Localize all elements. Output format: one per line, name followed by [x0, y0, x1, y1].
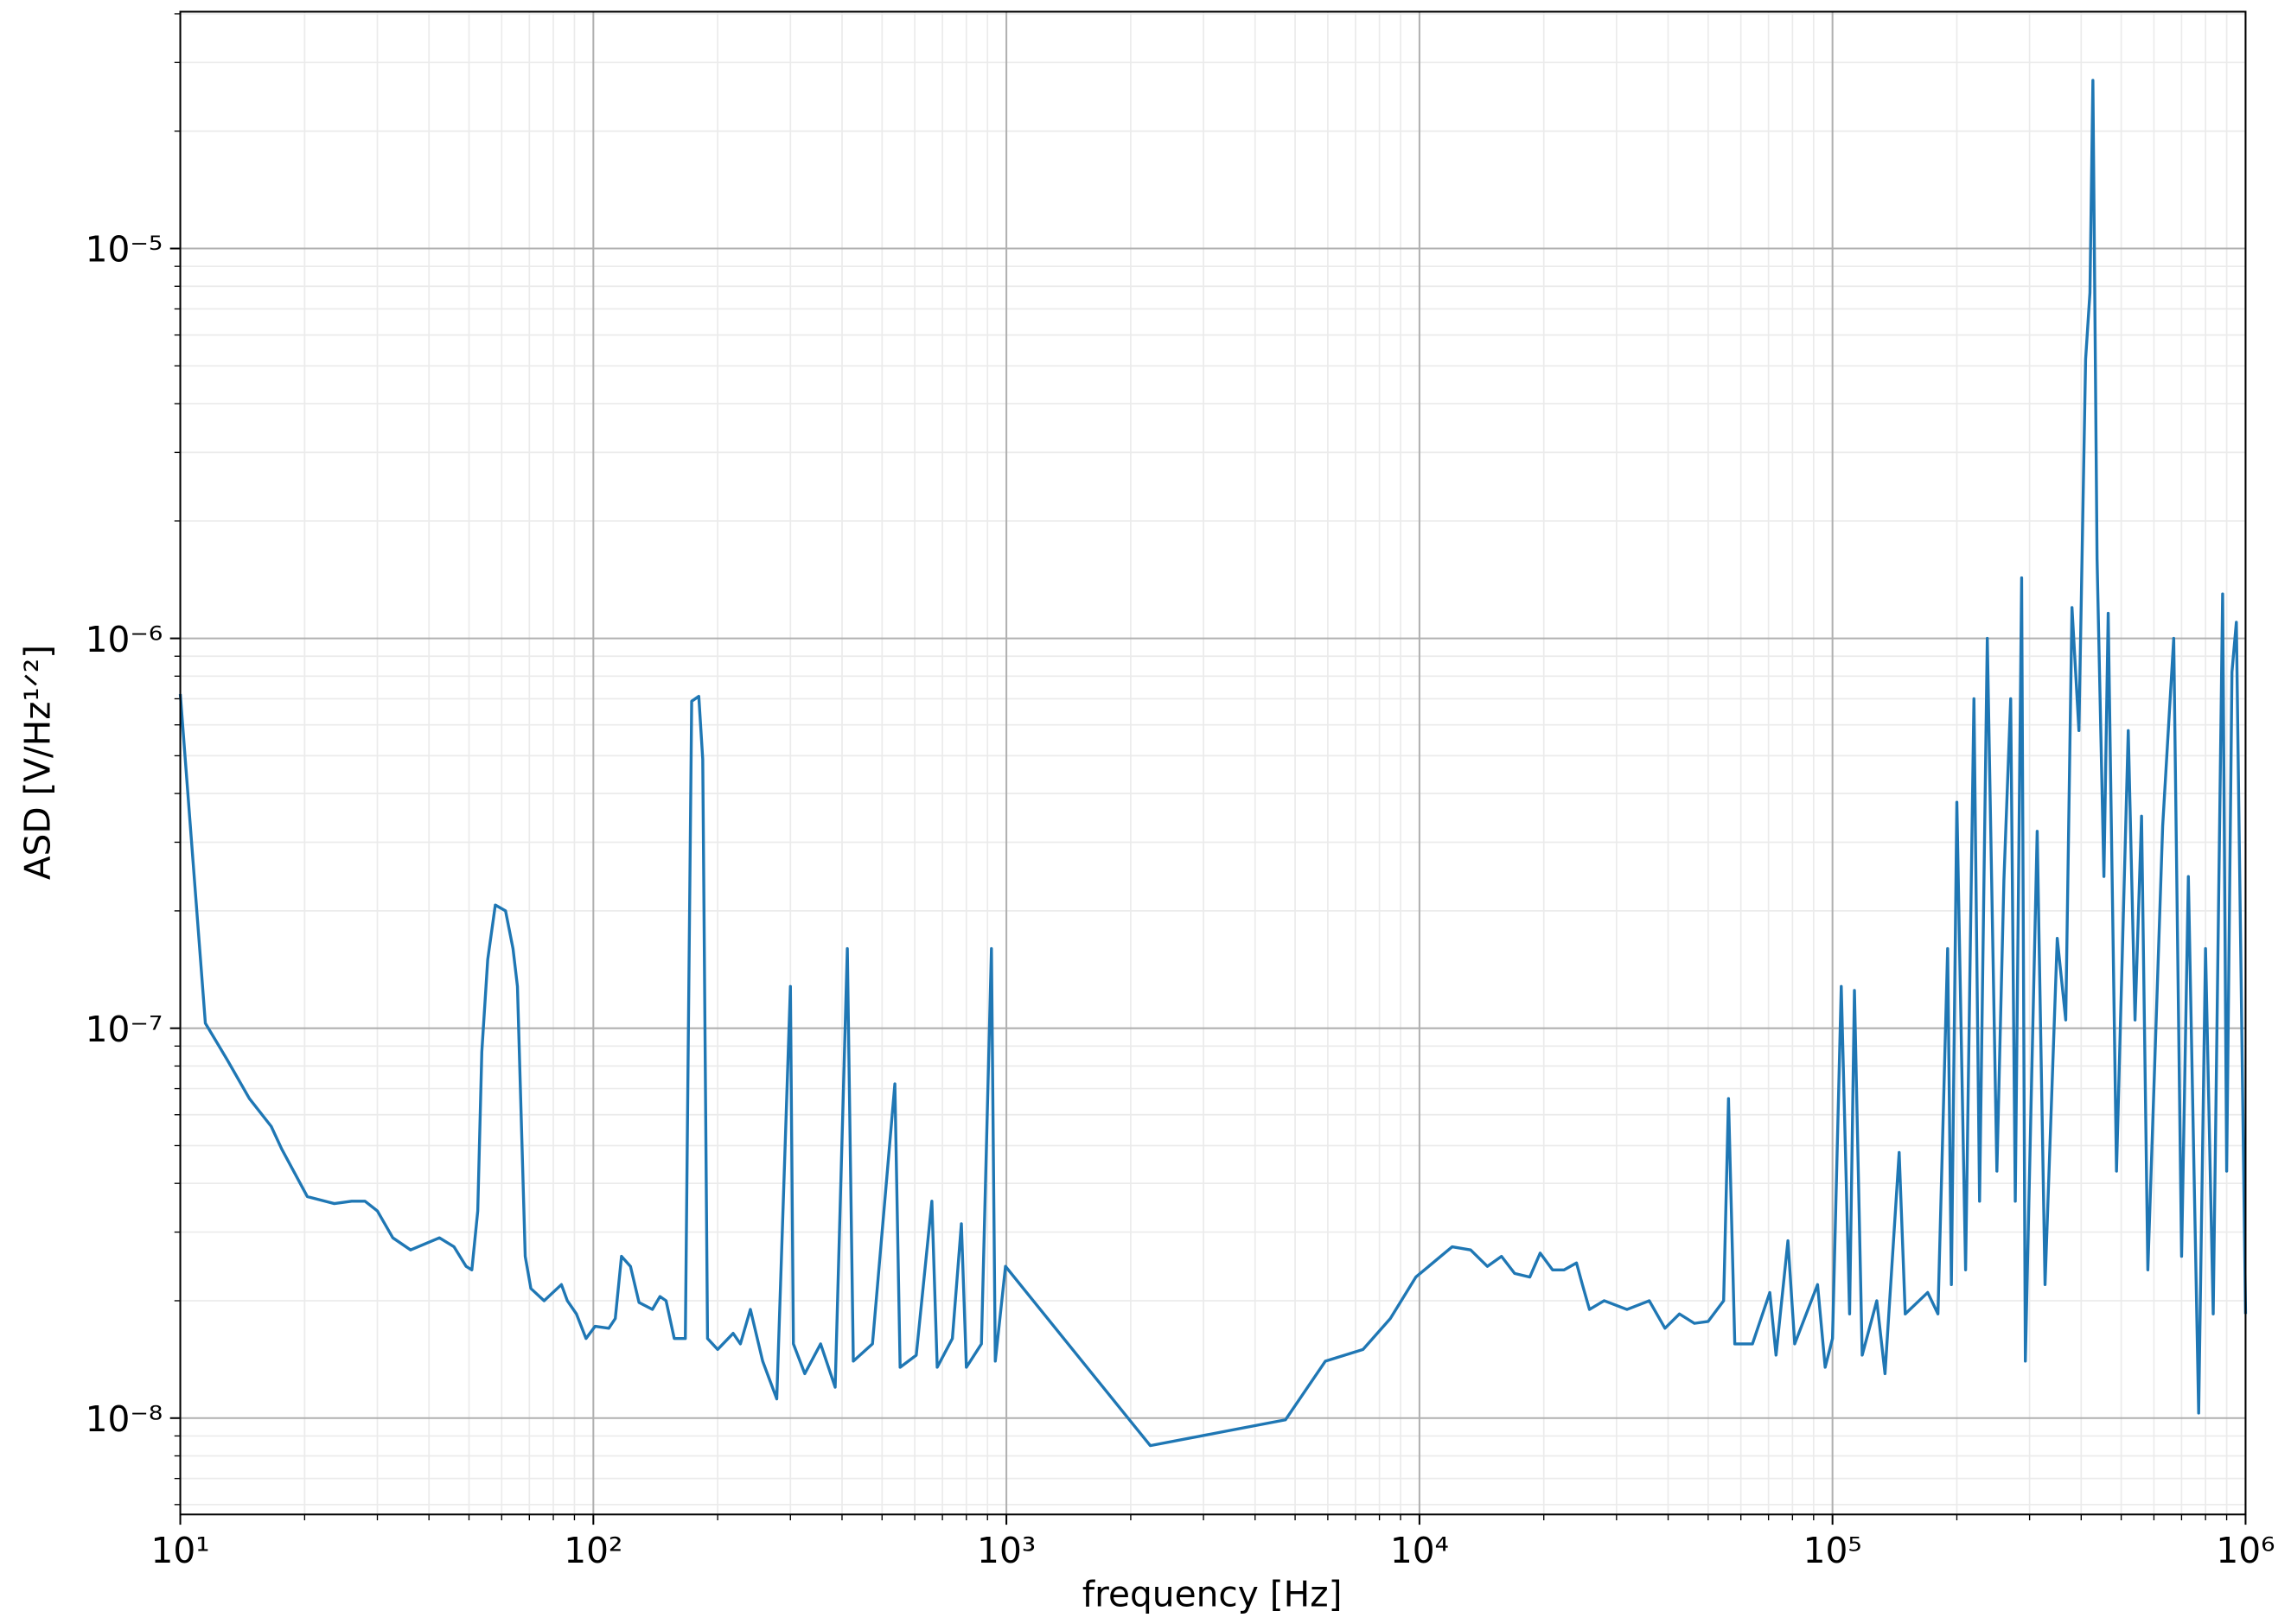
y-axis-label: ASD [V/Hz¹ᐟ²] [17, 645, 59, 880]
y-tick-label: 10⁻⁸ [86, 1398, 163, 1440]
x-axis-label: frequency [Hz] [1082, 1574, 1343, 1615]
y-tick-label: 10⁻⁵ [86, 229, 163, 271]
x-tick-label: 10¹ [150, 1530, 209, 1571]
data-line [178, 79, 2248, 1448]
axes-frame [179, 10, 2247, 1516]
x-tick-label: 10⁶ [2216, 1530, 2275, 1571]
y-tick-label: 10⁻⁶ [86, 619, 163, 660]
x-tick-label: 10⁵ [1803, 1530, 1862, 1571]
x-tick-label: 10⁴ [1390, 1530, 1449, 1571]
y-tick-label: 10⁻⁷ [86, 1009, 163, 1050]
grid [169, 11, 2247, 1525]
x-tick-label: 10³ [977, 1530, 1036, 1571]
plot-area [178, 79, 2248, 1448]
x-tick-label: 10² [564, 1530, 622, 1571]
